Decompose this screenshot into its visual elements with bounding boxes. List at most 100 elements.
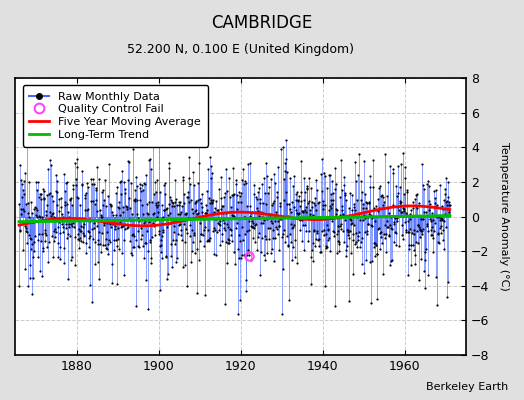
Point [84,228,93,235]
Point [103,246,112,252]
Point [377,229,386,236]
Point [326,203,334,210]
Point [144,247,152,254]
Point [373,251,381,257]
Point [242,180,250,186]
Point [422,221,431,227]
Point [321,201,330,208]
Point [386,262,395,268]
Point [126,238,134,244]
Point [212,198,220,204]
Point [337,203,346,209]
Point [373,250,381,257]
Point [206,200,214,206]
Point [434,231,442,238]
Point [316,170,325,177]
Point [272,188,281,195]
Point [222,166,230,172]
Point [220,220,228,227]
Point [359,269,368,276]
Point [294,196,302,203]
Point [121,237,129,244]
Point [262,236,270,242]
Point [405,241,413,248]
Point [205,195,213,202]
Point [237,252,246,258]
Point [18,193,26,200]
Point [377,234,385,240]
Point [127,250,135,256]
Point [292,189,301,195]
Point [191,208,200,214]
Point [344,232,352,239]
Point [200,224,209,230]
Point [58,229,67,236]
Point [290,172,298,179]
Point [210,251,218,257]
Point [210,208,219,215]
Point [190,182,199,188]
Point [395,200,403,206]
Point [348,237,357,244]
Title: 52.200 N, 0.100 E (United Kingdom): 52.200 N, 0.100 E (United Kingdom) [127,43,354,56]
Point [25,232,34,238]
Point [274,230,282,237]
Point [38,273,46,280]
Point [268,202,277,208]
Point [100,220,108,226]
Point [433,214,441,220]
Point [299,222,307,228]
Point [211,227,219,233]
Point [190,232,198,239]
Point [291,196,300,203]
Point [353,196,361,203]
Point [441,185,450,192]
Point [280,197,288,203]
Point [162,254,170,260]
Point [51,214,59,221]
Point [297,189,305,195]
Point [231,215,239,221]
Point [146,239,154,245]
Point [355,210,364,217]
Point [288,257,296,264]
Point [385,210,393,216]
Point [269,171,278,177]
Point [64,230,72,237]
Point [170,229,178,236]
Point [220,225,228,232]
Point [424,228,432,235]
Point [201,210,210,216]
Point [294,211,302,218]
Point [380,234,389,241]
Point [104,192,113,199]
Point [423,272,432,278]
Point [305,211,314,217]
Point [425,204,434,211]
Point [71,234,80,240]
Point [330,228,338,235]
Point [237,199,245,206]
Point [301,222,309,228]
Point [441,191,449,197]
Point [163,271,172,278]
Point [82,190,90,196]
Point [275,247,283,254]
Point [335,223,344,230]
Point [426,201,434,207]
Point [153,176,161,183]
Point [291,237,299,243]
Point [374,225,383,232]
Point [72,182,80,188]
Point [238,224,246,230]
Point [25,213,33,220]
Point [278,234,286,240]
Point [411,196,419,202]
Point [395,206,403,213]
Point [139,243,147,249]
Point [142,172,150,178]
Point [435,216,444,223]
Point [217,231,226,238]
Point [179,200,188,206]
Point [422,209,430,216]
